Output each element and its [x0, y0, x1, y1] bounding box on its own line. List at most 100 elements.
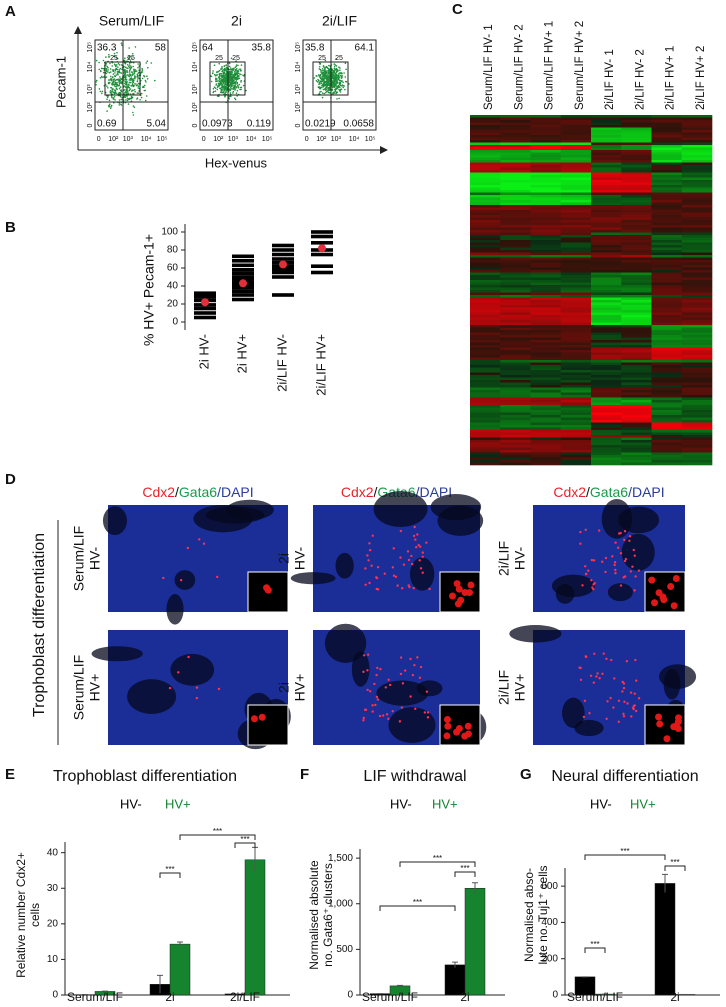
heatmap-cell	[470, 398, 501, 401]
heatmap-cell	[652, 173, 683, 176]
heatmap-cell	[500, 415, 531, 418]
flow-event	[126, 70, 128, 72]
heatmap-cell	[500, 400, 531, 403]
flow-event	[221, 68, 223, 70]
heatmap-cell	[682, 130, 713, 133]
heatmap-cell	[500, 123, 531, 126]
heatmap-cell	[531, 360, 562, 363]
heatmap-cell	[621, 395, 652, 398]
cdx2-cell	[414, 526, 416, 528]
heatmap-cell	[682, 190, 713, 193]
heatmap-cell	[470, 313, 501, 316]
heatmap-cell	[531, 393, 562, 396]
flow-event	[235, 79, 237, 81]
quadrant-value: 36.3	[97, 43, 117, 54]
flow-event	[332, 70, 334, 72]
heatmap-cell	[500, 170, 531, 173]
flow-event	[114, 96, 116, 98]
stain-part: Gata6	[590, 484, 628, 500]
heatmap-cell	[561, 293, 592, 296]
heatmap-cell	[500, 330, 531, 333]
heatmap-cell	[652, 150, 683, 153]
heatmap-cell	[591, 258, 622, 261]
heatmap-cell	[591, 210, 622, 213]
heatmap-cell	[531, 430, 562, 433]
heatmap-cell	[531, 340, 562, 343]
heatmap-cell	[652, 358, 683, 361]
x-tick-label: 10³	[331, 136, 342, 143]
flow-event	[114, 64, 116, 66]
heatmap-cell	[470, 115, 501, 118]
column-label: Serum/LIF HV+ 1	[544, 21, 556, 110]
y-tick-label: 10³	[295, 84, 302, 95]
heatmap-cell	[621, 350, 652, 353]
heatmap-cell	[682, 215, 713, 218]
flow-event	[110, 92, 112, 94]
heatmap-cell	[621, 423, 652, 426]
heatmap-cell	[591, 245, 622, 248]
cdx2-cell	[633, 549, 635, 551]
cdx2-cell	[396, 584, 398, 586]
heatmap-cell	[591, 313, 622, 316]
heatmap-cell	[531, 390, 562, 393]
heatmap-cell	[500, 115, 531, 118]
cdx2-cell	[630, 691, 632, 693]
heatmap-cell	[591, 353, 622, 356]
heatmap-cell	[531, 188, 562, 191]
flow-event	[212, 72, 214, 74]
heatmap-cell	[621, 270, 652, 273]
heatmap-cell	[682, 165, 713, 168]
flow-event	[133, 69, 135, 71]
flow-event	[96, 60, 98, 62]
flow-event	[121, 44, 123, 46]
flow-event	[118, 80, 120, 82]
flow-event	[110, 106, 112, 108]
replicate	[194, 291, 216, 295]
heatmap-cell	[682, 183, 713, 186]
flow-event	[218, 95, 220, 97]
heatmap-cell	[470, 185, 501, 188]
heatmap-cell	[591, 328, 622, 331]
cdx2-cell	[634, 693, 636, 695]
cdx2-cell	[363, 654, 365, 656]
heatmap-cell	[621, 263, 652, 266]
flow-event	[119, 72, 121, 74]
flow-event	[130, 88, 132, 90]
heatmap-cell	[591, 400, 622, 403]
heatmap-cell	[621, 155, 652, 158]
heatmap-cell	[652, 163, 683, 166]
heatmap-cell	[682, 393, 713, 396]
y-tick-label: 0	[192, 123, 199, 127]
x-tick-label: 2i	[460, 990, 469, 1004]
heatmap-cell	[652, 275, 683, 278]
heatmap-cell	[591, 310, 622, 313]
flow-event	[231, 85, 233, 87]
significance-label: ***	[413, 898, 422, 907]
arrow-head	[380, 146, 388, 154]
gate-label: 25	[215, 55, 223, 62]
heatmap-cell	[470, 415, 501, 418]
heatmap-cell	[561, 378, 592, 381]
heatmap-cell	[561, 223, 592, 226]
heatmap-cell	[531, 373, 562, 376]
dark-region	[166, 594, 183, 625]
heatmap-cell	[621, 228, 652, 231]
flow-event	[130, 82, 132, 84]
flow-event	[129, 70, 131, 72]
heatmap-cell	[591, 375, 622, 378]
heatmap-cell	[561, 190, 592, 193]
heatmap-cell	[652, 350, 683, 353]
flow-event	[137, 80, 139, 82]
heatmap-cell	[531, 155, 562, 158]
heatmap-cell	[500, 438, 531, 441]
heatmap-cell	[470, 363, 501, 366]
heatmap-cell	[621, 310, 652, 313]
heatmap-cell	[621, 278, 652, 281]
heatmap-cell	[682, 335, 713, 338]
heatmap-cell	[561, 283, 592, 286]
heatmap-cell	[652, 408, 683, 411]
cdx2-cell	[611, 555, 613, 557]
flow-event	[113, 98, 115, 100]
heatmap-cell	[621, 328, 652, 331]
x-tick-label: 10²	[213, 136, 224, 143]
